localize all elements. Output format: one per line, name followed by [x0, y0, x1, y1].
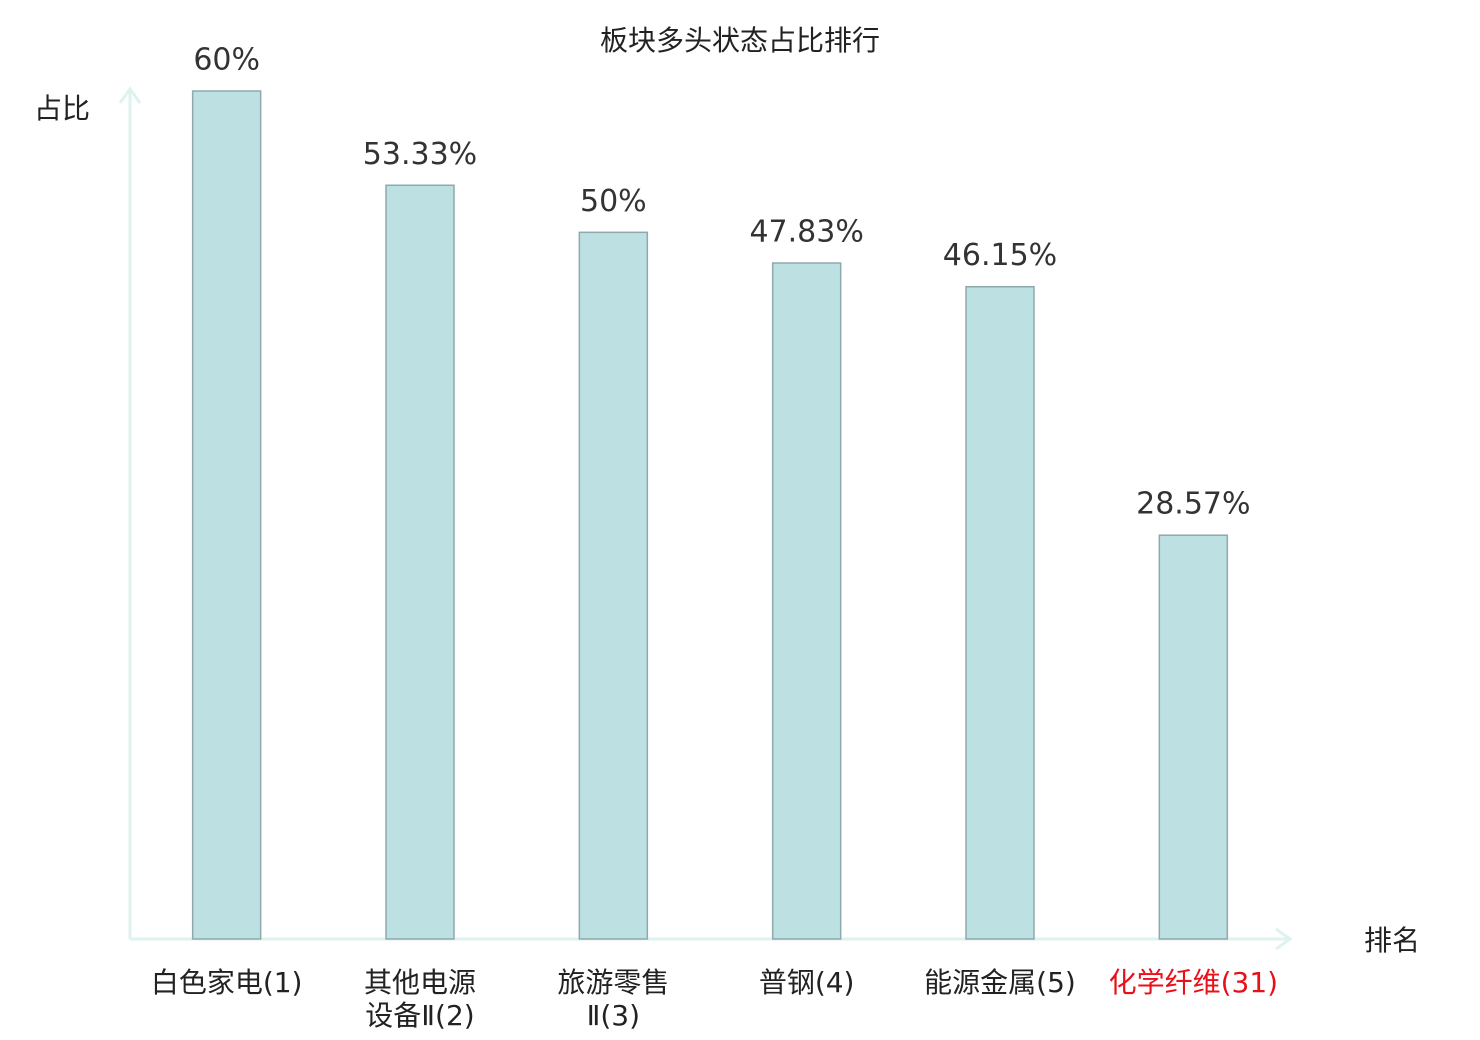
chart-title: 板块多头状态占比排行	[600, 24, 880, 57]
y-axis-arrow	[118, 86, 142, 104]
bar	[965, 285, 1035, 940]
bar	[578, 231, 649, 940]
x-axis-arrow	[1275, 927, 1293, 951]
x-tick-label: 能源金属(5)	[924, 966, 1076, 999]
value-label: 53.33%	[363, 137, 477, 172]
bar	[385, 184, 455, 940]
value-label: 28.57%	[1136, 487, 1250, 522]
bar	[771, 262, 842, 940]
value-label: 47.83%	[749, 215, 863, 250]
x-tick-label: 化学纤维(31)	[1108, 966, 1279, 999]
x-tick-label: 旅游零售 Ⅱ(3)	[557, 966, 670, 1032]
value-label: 60%	[193, 43, 260, 78]
value-label: 46.15%	[943, 238, 1057, 273]
bar	[1158, 534, 1229, 940]
x-tick-label: 其他电源 设备Ⅱ(2)	[363, 966, 476, 1032]
y-axis-label: 占比	[34, 92, 90, 125]
bar	[191, 90, 262, 940]
x-tick-label: 白色家电(1)	[150, 966, 303, 999]
x-tick-label: 普钢(4)	[758, 966, 855, 999]
value-label: 50%	[580, 184, 647, 219]
x-axis-label: 排名	[1364, 924, 1420, 957]
